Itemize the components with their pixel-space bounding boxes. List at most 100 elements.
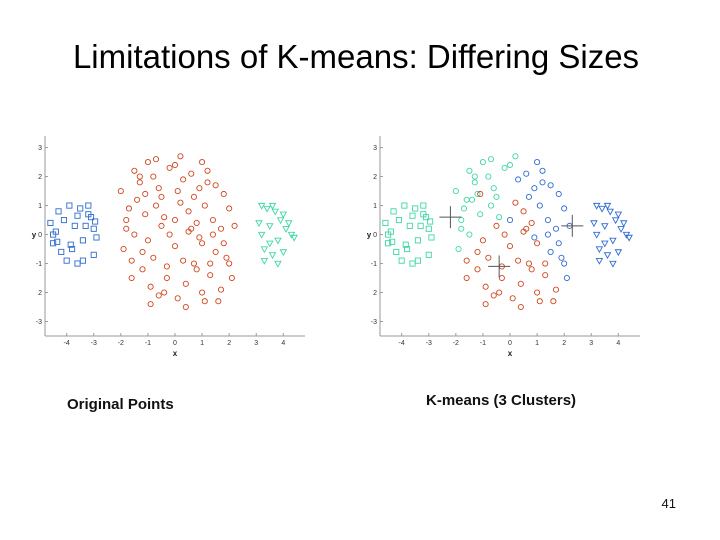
y-tick-label: 2	[373, 174, 377, 181]
circle-point	[131, 231, 138, 238]
circle-point	[509, 295, 516, 302]
square-point	[50, 240, 57, 247]
circle-point	[496, 289, 503, 296]
circle-point	[498, 274, 505, 282]
circle-point	[523, 170, 530, 177]
triangle-point	[260, 246, 269, 254]
x-tick-label: 1	[535, 340, 539, 347]
square-point	[54, 238, 61, 245]
square-point	[401, 202, 408, 209]
y-tick-label: -3	[371, 319, 377, 326]
circle-point	[550, 298, 557, 305]
circle-point	[542, 272, 549, 279]
circle-point	[209, 231, 216, 238]
square-point	[425, 251, 432, 258]
square-point	[85, 202, 92, 209]
circle-point	[139, 248, 146, 255]
circle-point	[466, 167, 473, 174]
square-point	[382, 219, 389, 227]
circle-point	[531, 234, 538, 241]
square-point	[402, 241, 409, 248]
square-point	[63, 257, 70, 264]
x-tick-label: 0	[508, 340, 512, 347]
circle-point	[485, 254, 492, 261]
x-tick-label: -4	[399, 340, 405, 347]
circle-point	[152, 202, 160, 209]
circle-point	[501, 231, 508, 238]
circle-point	[458, 225, 465, 232]
triangle-point	[284, 220, 293, 228]
circle-point	[493, 222, 500, 229]
circle-point	[196, 234, 203, 241]
y-tick-label: 2	[373, 290, 377, 297]
triangle-point	[255, 220, 263, 228]
circle-point	[555, 190, 562, 198]
circle-point	[155, 292, 162, 299]
x-tick-label: 4	[281, 340, 285, 347]
square-point	[66, 202, 73, 209]
y-tick-label: 0	[373, 232, 377, 239]
circle-point	[180, 257, 187, 264]
circle-point	[512, 199, 519, 206]
circle-point	[534, 289, 541, 296]
square-point	[92, 218, 99, 225]
triangle-point	[282, 226, 290, 233]
circle-point	[525, 193, 533, 200]
circle-point	[542, 260, 549, 267]
x-tick-label: 3	[254, 340, 258, 347]
circle-point	[528, 219, 535, 227]
circle-point	[534, 240, 541, 247]
circle-point	[452, 188, 459, 195]
circle-point	[117, 188, 124, 195]
circle-point	[166, 231, 173, 238]
circle-point	[493, 193, 500, 200]
circle-point	[123, 225, 130, 232]
circle-point	[455, 245, 462, 253]
y-axis-title: y	[367, 231, 372, 240]
circle-point	[136, 173, 143, 180]
circle-point	[190, 260, 198, 267]
square-point	[417, 222, 424, 229]
circle-point	[226, 205, 233, 212]
square-point	[79, 257, 86, 264]
circle-point	[134, 196, 141, 203]
circle-point	[485, 173, 492, 180]
triangle-point	[271, 208, 279, 216]
triangle-point	[595, 246, 604, 254]
triangle-point	[606, 208, 614, 216]
square-point	[71, 222, 78, 229]
circle-point	[228, 274, 235, 282]
y-tick-label: -3	[36, 319, 42, 326]
caption-kmeans: K-means (3 Clusters)	[426, 392, 577, 409]
circle-point	[520, 208, 527, 215]
y-axis-title: y	[32, 231, 37, 240]
circle-point	[552, 286, 560, 293]
circle-point	[199, 240, 206, 247]
square-point	[412, 205, 419, 212]
circle-point	[120, 245, 127, 253]
circle-point	[185, 208, 192, 215]
circle-point	[555, 240, 562, 247]
x-tick-label: -3	[426, 340, 432, 347]
circle-point	[188, 170, 195, 177]
triangle-point	[274, 237, 282, 245]
circle-point	[171, 217, 179, 224]
circle-point	[128, 257, 135, 264]
triangle-point	[279, 249, 288, 257]
circle-point	[182, 303, 189, 311]
circle-point	[539, 179, 546, 186]
circle-point	[547, 182, 554, 189]
y-tick-label: 0	[38, 232, 42, 239]
triangle-point	[266, 223, 274, 230]
circle-point	[201, 202, 208, 209]
circle-point	[563, 274, 570, 282]
circle-point	[163, 274, 170, 282]
circle-point	[474, 248, 481, 255]
circle-point	[490, 185, 497, 192]
x-tick-label: -1	[480, 340, 486, 347]
circle-point	[174, 188, 181, 195]
triangle-point	[622, 231, 631, 239]
circle-point	[193, 266, 200, 273]
triangle-point	[257, 231, 266, 239]
triangle-point	[603, 252, 612, 259]
